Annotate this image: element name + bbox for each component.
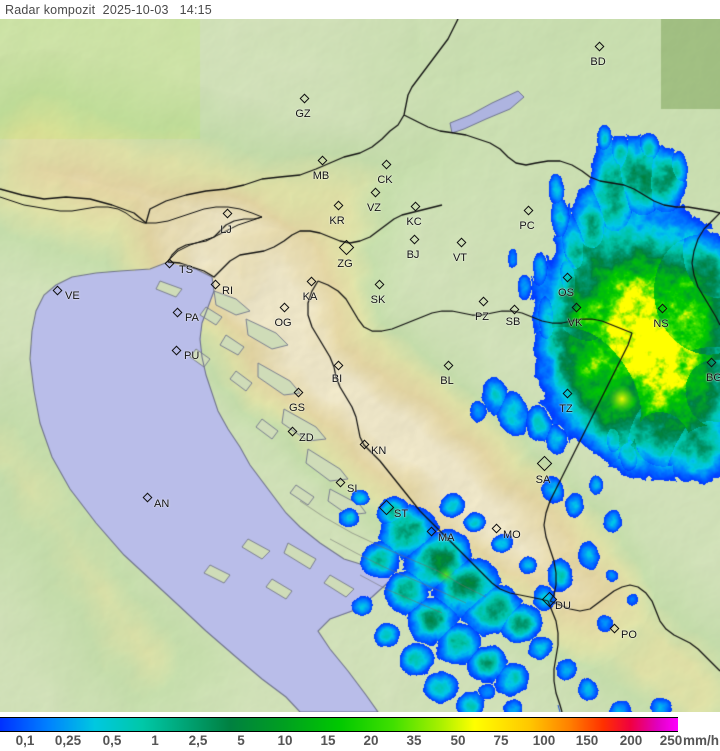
city-label-mb: MB bbox=[312, 170, 330, 182]
city-label-si: SI bbox=[347, 483, 358, 495]
city-label-st: ST bbox=[394, 508, 409, 520]
city-label-lj: LJ bbox=[220, 224, 232, 236]
city-label-pa: PA bbox=[185, 312, 199, 324]
legend-unit: mm/h bbox=[683, 733, 720, 748]
city-label-pz: PZ bbox=[474, 311, 490, 323]
city-label-gs: GS bbox=[289, 402, 305, 414]
city-label-ck: CK bbox=[377, 174, 393, 186]
legend-tick-7: 15 bbox=[320, 733, 336, 748]
legend-tick-2: 0,5 bbox=[102, 733, 122, 748]
city-label-zd: ZD bbox=[299, 432, 314, 444]
legend-tick-4: 2,5 bbox=[188, 733, 208, 748]
window-title-bar: Radar kompozit 2025-10-03 14:15 bbox=[0, 0, 720, 19]
city-label-sb: SB bbox=[505, 316, 521, 328]
city-label-pc: PC bbox=[519, 220, 535, 232]
city-label-an: AN bbox=[154, 498, 170, 510]
city-label-sk: SK bbox=[370, 294, 386, 306]
legend-tick-15: 250 bbox=[659, 733, 683, 748]
city-label-zg: ZG bbox=[337, 258, 353, 270]
city-label-kn: KN bbox=[371, 445, 387, 457]
city-label-ri: RI bbox=[222, 285, 233, 297]
legend-tick-1: 0,25 bbox=[54, 733, 82, 748]
window-title: Radar kompozit 2025-10-03 14:15 bbox=[5, 2, 212, 17]
city-label-pu: PU bbox=[184, 350, 200, 362]
city-label-bj: BJ bbox=[406, 249, 420, 261]
city-label-bd: BD bbox=[590, 56, 606, 68]
legend-tick-14: 200 bbox=[619, 733, 643, 748]
legend-tick-3: 1 bbox=[151, 733, 159, 748]
city-label-ve: VE bbox=[65, 290, 80, 302]
city-label-po: PO bbox=[621, 629, 637, 641]
city-label-kr: KR bbox=[329, 215, 345, 227]
legend-tick-5: 5 bbox=[237, 733, 245, 748]
city-label-ts: TS bbox=[179, 264, 194, 276]
city-label-du: DU bbox=[555, 600, 571, 612]
city-label-gz: GZ bbox=[295, 108, 311, 120]
city-label-vz: VZ bbox=[366, 202, 382, 214]
legend-tick-8: 20 bbox=[363, 733, 379, 748]
city-label-ka: KA bbox=[302, 291, 318, 303]
colour-bar bbox=[0, 717, 678, 732]
legend-tick-9: 35 bbox=[406, 733, 422, 748]
radar-map[interactable]: BD GZ MB CK VZ KR KC PC LJ BJ ZG VT TS OS KA SK RI VE PZ SB… bbox=[0, 19, 720, 712]
legend-tick-12: 100 bbox=[532, 733, 556, 748]
legend-tick-10: 50 bbox=[450, 733, 466, 748]
city-label-os: OS bbox=[558, 287, 574, 299]
legend-tick-11: 75 bbox=[493, 733, 509, 748]
legend-tick-6: 10 bbox=[277, 733, 293, 748]
city-label-bi: BI bbox=[331, 373, 343, 385]
city-label-mo: MO bbox=[503, 529, 521, 541]
city-label-kc: KC bbox=[406, 216, 422, 228]
city-label-sa: SA bbox=[535, 474, 551, 486]
city-label-bg: BG bbox=[706, 372, 720, 384]
city-label-ns: NS bbox=[653, 318, 669, 330]
city-label-ma: MA bbox=[438, 532, 455, 544]
legend-tick-13: 150 bbox=[575, 733, 599, 748]
colour-bar-ticks: 0,1 0,25 0,5 1 2,5 5 10 15 20 35 50 75 100 150 200 250 m… bbox=[0, 733, 720, 751]
city-label-og: OG bbox=[274, 317, 292, 329]
legend-tick-0: 0,1 bbox=[15, 733, 35, 748]
city-label-vk: VK bbox=[567, 317, 583, 329]
city-label-bl: BL bbox=[440, 375, 454, 387]
city-label-vt: VT bbox=[452, 252, 468, 264]
radar-map-canvas[interactable] bbox=[0, 19, 720, 712]
colour-scale-legend: 0,1 0,25 0,5 1 2,5 5 10 15 20 35 50 75 100 150 200 250 m… bbox=[0, 712, 720, 751]
city-label-tz: TZ bbox=[559, 403, 573, 415]
